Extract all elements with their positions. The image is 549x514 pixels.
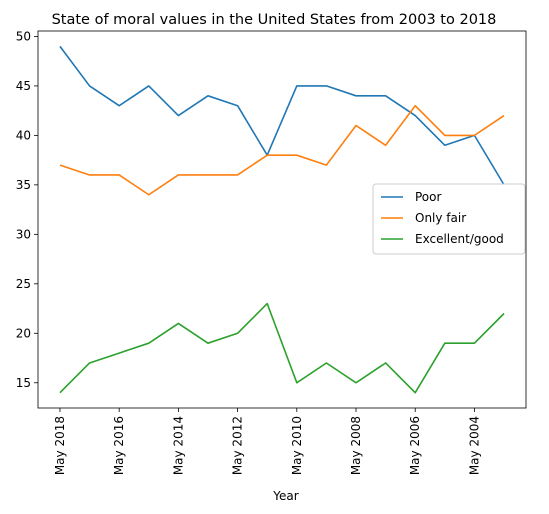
y-tick-label: 45	[16, 79, 31, 93]
legend-box	[372, 183, 526, 255]
y-tick-label: 30	[16, 227, 31, 241]
x-axis: May 2018 May 2016 May 2014 May 2012 May 2010…	[53, 408, 481, 475]
x-tick-label: May 2016	[112, 416, 126, 475]
plot-frame	[37, 30, 527, 409]
series-line-excellent-good	[59, 302, 505, 394]
legend-label-excellent-good: Excellent/good	[415, 232, 504, 246]
x-tick-label: May 2004	[467, 416, 481, 475]
y-tick-label: 20	[16, 326, 31, 340]
y-tick-label: 35	[16, 178, 31, 192]
legend-label-only-fair: Only fair	[415, 211, 466, 225]
legend: Poor Only fair Excellent/good	[372, 183, 526, 255]
series-line-poor	[59, 45, 505, 186]
y-axis: 15 20 25 30 35 40 45 50	[16, 29, 38, 390]
y-tick-label: 25	[16, 277, 31, 291]
legend-label-poor: Poor	[415, 190, 441, 204]
plot-area	[59, 45, 505, 394]
x-tick-label: May 2014	[171, 416, 185, 475]
x-tick-label: May 2008	[349, 416, 363, 475]
x-axis-title: Year	[272, 489, 298, 503]
x-tick-label: May 2012	[231, 416, 245, 475]
chart-title: State of moral values in the United Stat…	[52, 12, 497, 28]
y-tick-label: 50	[16, 29, 31, 43]
x-tick-label: May 2006	[408, 416, 422, 475]
series-line-only-fair	[59, 104, 505, 196]
y-tick-label: 40	[16, 128, 31, 142]
x-tick-label: May 2010	[290, 416, 304, 475]
y-tick-label: 15	[16, 376, 31, 390]
x-tick-label: May 2018	[53, 416, 67, 475]
